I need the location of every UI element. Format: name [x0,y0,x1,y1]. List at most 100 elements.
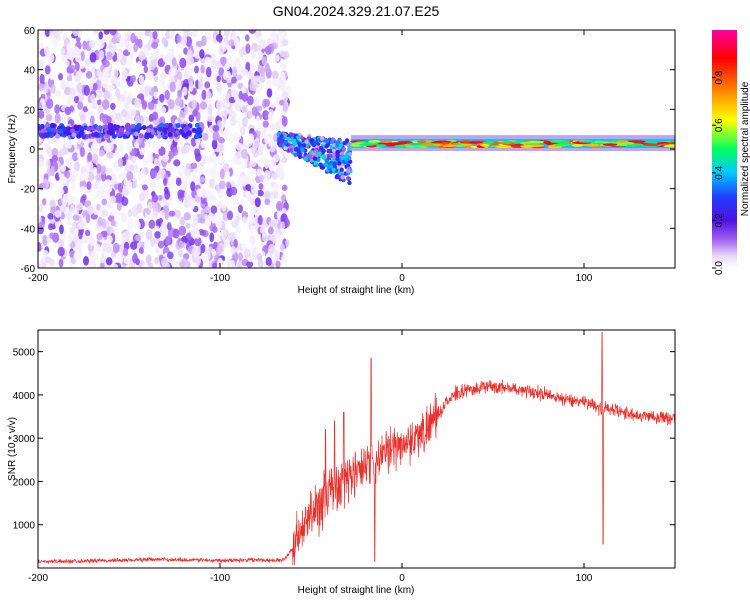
spectrogram-cell [186,130,192,136]
spectrogram-cell [168,99,175,110]
spectrogram-cell [241,92,249,102]
spectrogram-cell [324,144,329,149]
spectrogram-cell [296,135,301,140]
spectrogram-cell [304,139,309,144]
spectrogram-cell [336,164,341,170]
spectrogram-cell [74,61,80,71]
spectrogram-cell [38,203,44,213]
snr-frame [37,329,676,569]
spectrogram-cell [274,92,280,101]
spectrogram-cell [282,104,288,112]
spectrogram-cell [65,80,73,88]
spectrogram-cell [111,133,117,139]
colorbar: 0.0 0.2 0.4 0.6 0.8 Normalized spectral ampl… [712,30,750,275]
spectrogram-cell [201,89,207,101]
spectrogram-cell [257,145,264,156]
spectrogram-cell [87,152,93,162]
spectrogram-cell [264,62,270,74]
spectrogram-cell [97,89,103,97]
spectrogram-cell [61,113,66,123]
spectrogram-cell [262,120,269,128]
spectrogram-cell [268,161,275,171]
spectrogram-cell [146,127,152,133]
spectrogram-cell [98,105,104,113]
spectrogram-cell [71,195,79,206]
spectrogram-cell [139,192,145,202]
spectrogram-cell [416,140,427,144]
spectrogram-cell [260,251,266,258]
spectrogram-cell [247,71,254,80]
spectrogram-cell [110,102,116,110]
spectrogram-cell [271,76,279,87]
spectrogram-cell [63,86,72,96]
spectrogram-cell [258,183,264,190]
spectrogram-cell [70,128,76,134]
spectrogram-cell [84,63,91,72]
spectrogram-cell [123,256,131,265]
spectrogram-cell [242,175,250,185]
spectrogram-cell [100,165,107,175]
spectrogram-cell [190,181,196,192]
spectrogram-cell [106,51,113,61]
spectrogram-cell [113,68,119,78]
spectrogram-cell [199,176,206,183]
spectrogram-cell [110,219,116,227]
spectrogram-cell [277,163,284,172]
spectrogram-cell [368,140,377,144]
spectrogram-cell [178,240,184,249]
spectrogram-cell [106,129,112,135]
spectrogram-cell [275,200,283,211]
spectrogram-cell [205,167,212,177]
spectrogram-cell [153,91,159,100]
spectrogram-cell [259,226,265,234]
colorbar-ticks: 0.0 0.2 0.4 0.6 0.8 [712,70,725,275]
spectrogram-cell [480,144,489,147]
spectrogram-cell [226,210,234,221]
spectrogram-cell [82,40,87,50]
spectrogram-cell [251,76,259,86]
spectrogram-cell [421,143,434,146]
spectrogram-cell [153,158,159,167]
spectrogram-cell [190,174,198,182]
spectrogram-cell [232,195,240,205]
spectrogram-cell [464,145,473,149]
snr-x-tick-label: -100 [210,573,230,584]
spectrogram-cell [203,76,210,83]
spectrogram-cell [184,125,190,131]
spectrogram-cell [145,229,153,241]
spectrogram-cell [218,137,225,144]
spectrogram-cell [77,91,83,101]
spectrogram-y-tick-label: 60 [24,26,36,37]
spectrogram-cell [309,138,314,143]
spectrogram-cell [191,99,197,109]
spectrogram-cell [95,125,101,131]
spectrogram-cell [89,52,97,63]
spectrogram-cell [157,104,163,114]
spectrogram-cell [66,67,74,74]
spectrogram-cell [281,184,288,191]
spectrogram-cell [301,143,307,148]
spectrogram-cell [263,178,272,187]
spectrogram-cell [71,132,77,138]
spectrogram-cell [187,49,193,60]
spectrogram-cell [254,140,260,149]
spectrogram-cell [281,208,287,215]
spectrogram-cell [57,128,63,134]
spectrogram-cell [111,263,119,268]
spectrogram-cell [231,76,237,84]
spectrogram-cell [115,192,123,204]
spectrogram-cell [240,148,248,159]
spectrogram-y-ticks: -60 -40 -20 0 20 40 60 [21,26,675,275]
spectrogram-cell [279,139,284,145]
spectrogram-y-tick-label: 0 [29,145,35,156]
spectrogram-cell [41,198,47,206]
spectrogram-cell [254,30,262,38]
spectrogram-cell [158,146,166,157]
spectrogram-cell [136,170,144,182]
spectrogram-cell [216,200,223,209]
spectrogram-cell [270,101,276,109]
spectrogram-cell [96,203,101,211]
spectrogram-cell [321,154,326,159]
spectrogram-cell [142,160,148,167]
spectrogram-cell [281,116,288,127]
